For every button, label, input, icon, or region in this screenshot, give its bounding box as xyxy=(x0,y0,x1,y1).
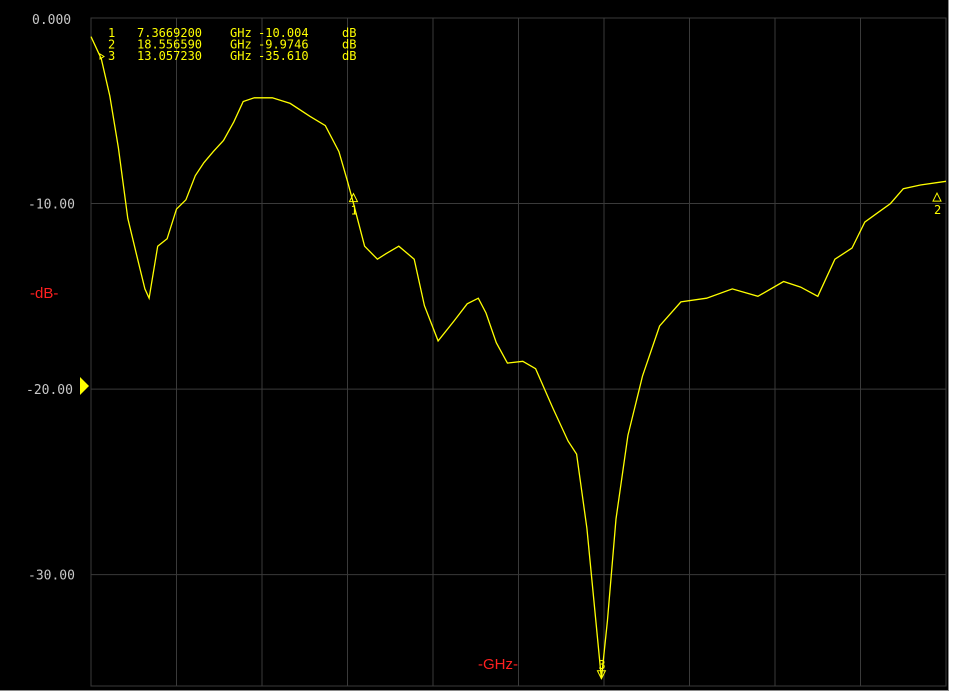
marker-1-glyph[interactable]: 1 xyxy=(348,192,359,218)
y-unit-label: -dB- xyxy=(30,285,58,302)
reference-level-arrow-icon[interactable] xyxy=(80,377,89,395)
marker-readout-freq-unit: GHz xyxy=(230,49,252,63)
marker-id-label: 1 xyxy=(350,204,357,218)
marker-3-glyph[interactable]: 3 xyxy=(596,658,607,680)
marker-readout-id: 1 xyxy=(108,26,115,40)
marker-readout-value: -9.9746 xyxy=(258,38,309,52)
active-marker-arrow-icon xyxy=(99,53,105,60)
marker-readout-value-unit: dB xyxy=(342,38,356,52)
marker-readout-id: 3 xyxy=(108,49,115,63)
marker-readout: 1 7.3669200 GHz -10.004 dB 2 18.556590 GHz -9.97… xyxy=(99,26,356,63)
marker-readout-frequency: 7.3669200 xyxy=(137,26,202,40)
y-axis-ticks: 0.000 -10.00 -20.00 -30.00 xyxy=(26,13,75,584)
marker-readout-frequency: 18.556590 xyxy=(137,38,202,52)
y-tick-label: 0.000 xyxy=(32,13,71,28)
grid xyxy=(90,17,947,687)
marker-id-label: 2 xyxy=(934,203,941,217)
marker-2-glyph[interactable]: 2 xyxy=(932,191,942,217)
marker-id-label: 3 xyxy=(598,658,605,672)
marker-readout-value-unit: dB xyxy=(342,49,356,63)
marker-readout-id: 2 xyxy=(108,38,115,52)
x-unit-label: -GHz- xyxy=(478,656,518,673)
marker-triangle-icon xyxy=(596,670,607,680)
marker-readout-frequency: 13.057230 xyxy=(137,49,202,63)
marker-readout-value: -35.610 xyxy=(258,49,309,63)
y-tick-label: -30.00 xyxy=(28,569,75,584)
marker-triangle-icon xyxy=(348,192,359,203)
y-tick-label: -10.00 xyxy=(28,198,75,213)
trace-line xyxy=(90,36,947,679)
trace-plot: 0.000-10.00-20.00-30.00 1 23 1 7.3669200 GH… xyxy=(26,13,947,687)
marker-readout-freq-unit: GHz xyxy=(230,38,252,52)
marker-triangle-icon xyxy=(932,191,942,202)
marker-readout-row: 3 13.057230 GHz -35.610 dB xyxy=(99,49,356,63)
y-tick-label: -20.00 xyxy=(26,383,73,398)
marker-readout-value: -10.004 xyxy=(258,26,309,40)
marker-readout-freq-unit: GHz xyxy=(230,26,252,40)
marker-readout-value-unit: dB xyxy=(342,26,356,40)
marker-readout-row: 1 7.3669200 GHz -10.004 dB xyxy=(108,26,356,40)
marker-glyphs: 1 2 3 xyxy=(348,191,942,680)
marker-readout-row: 2 18.556590 GHz -9.9746 dB xyxy=(108,38,356,52)
